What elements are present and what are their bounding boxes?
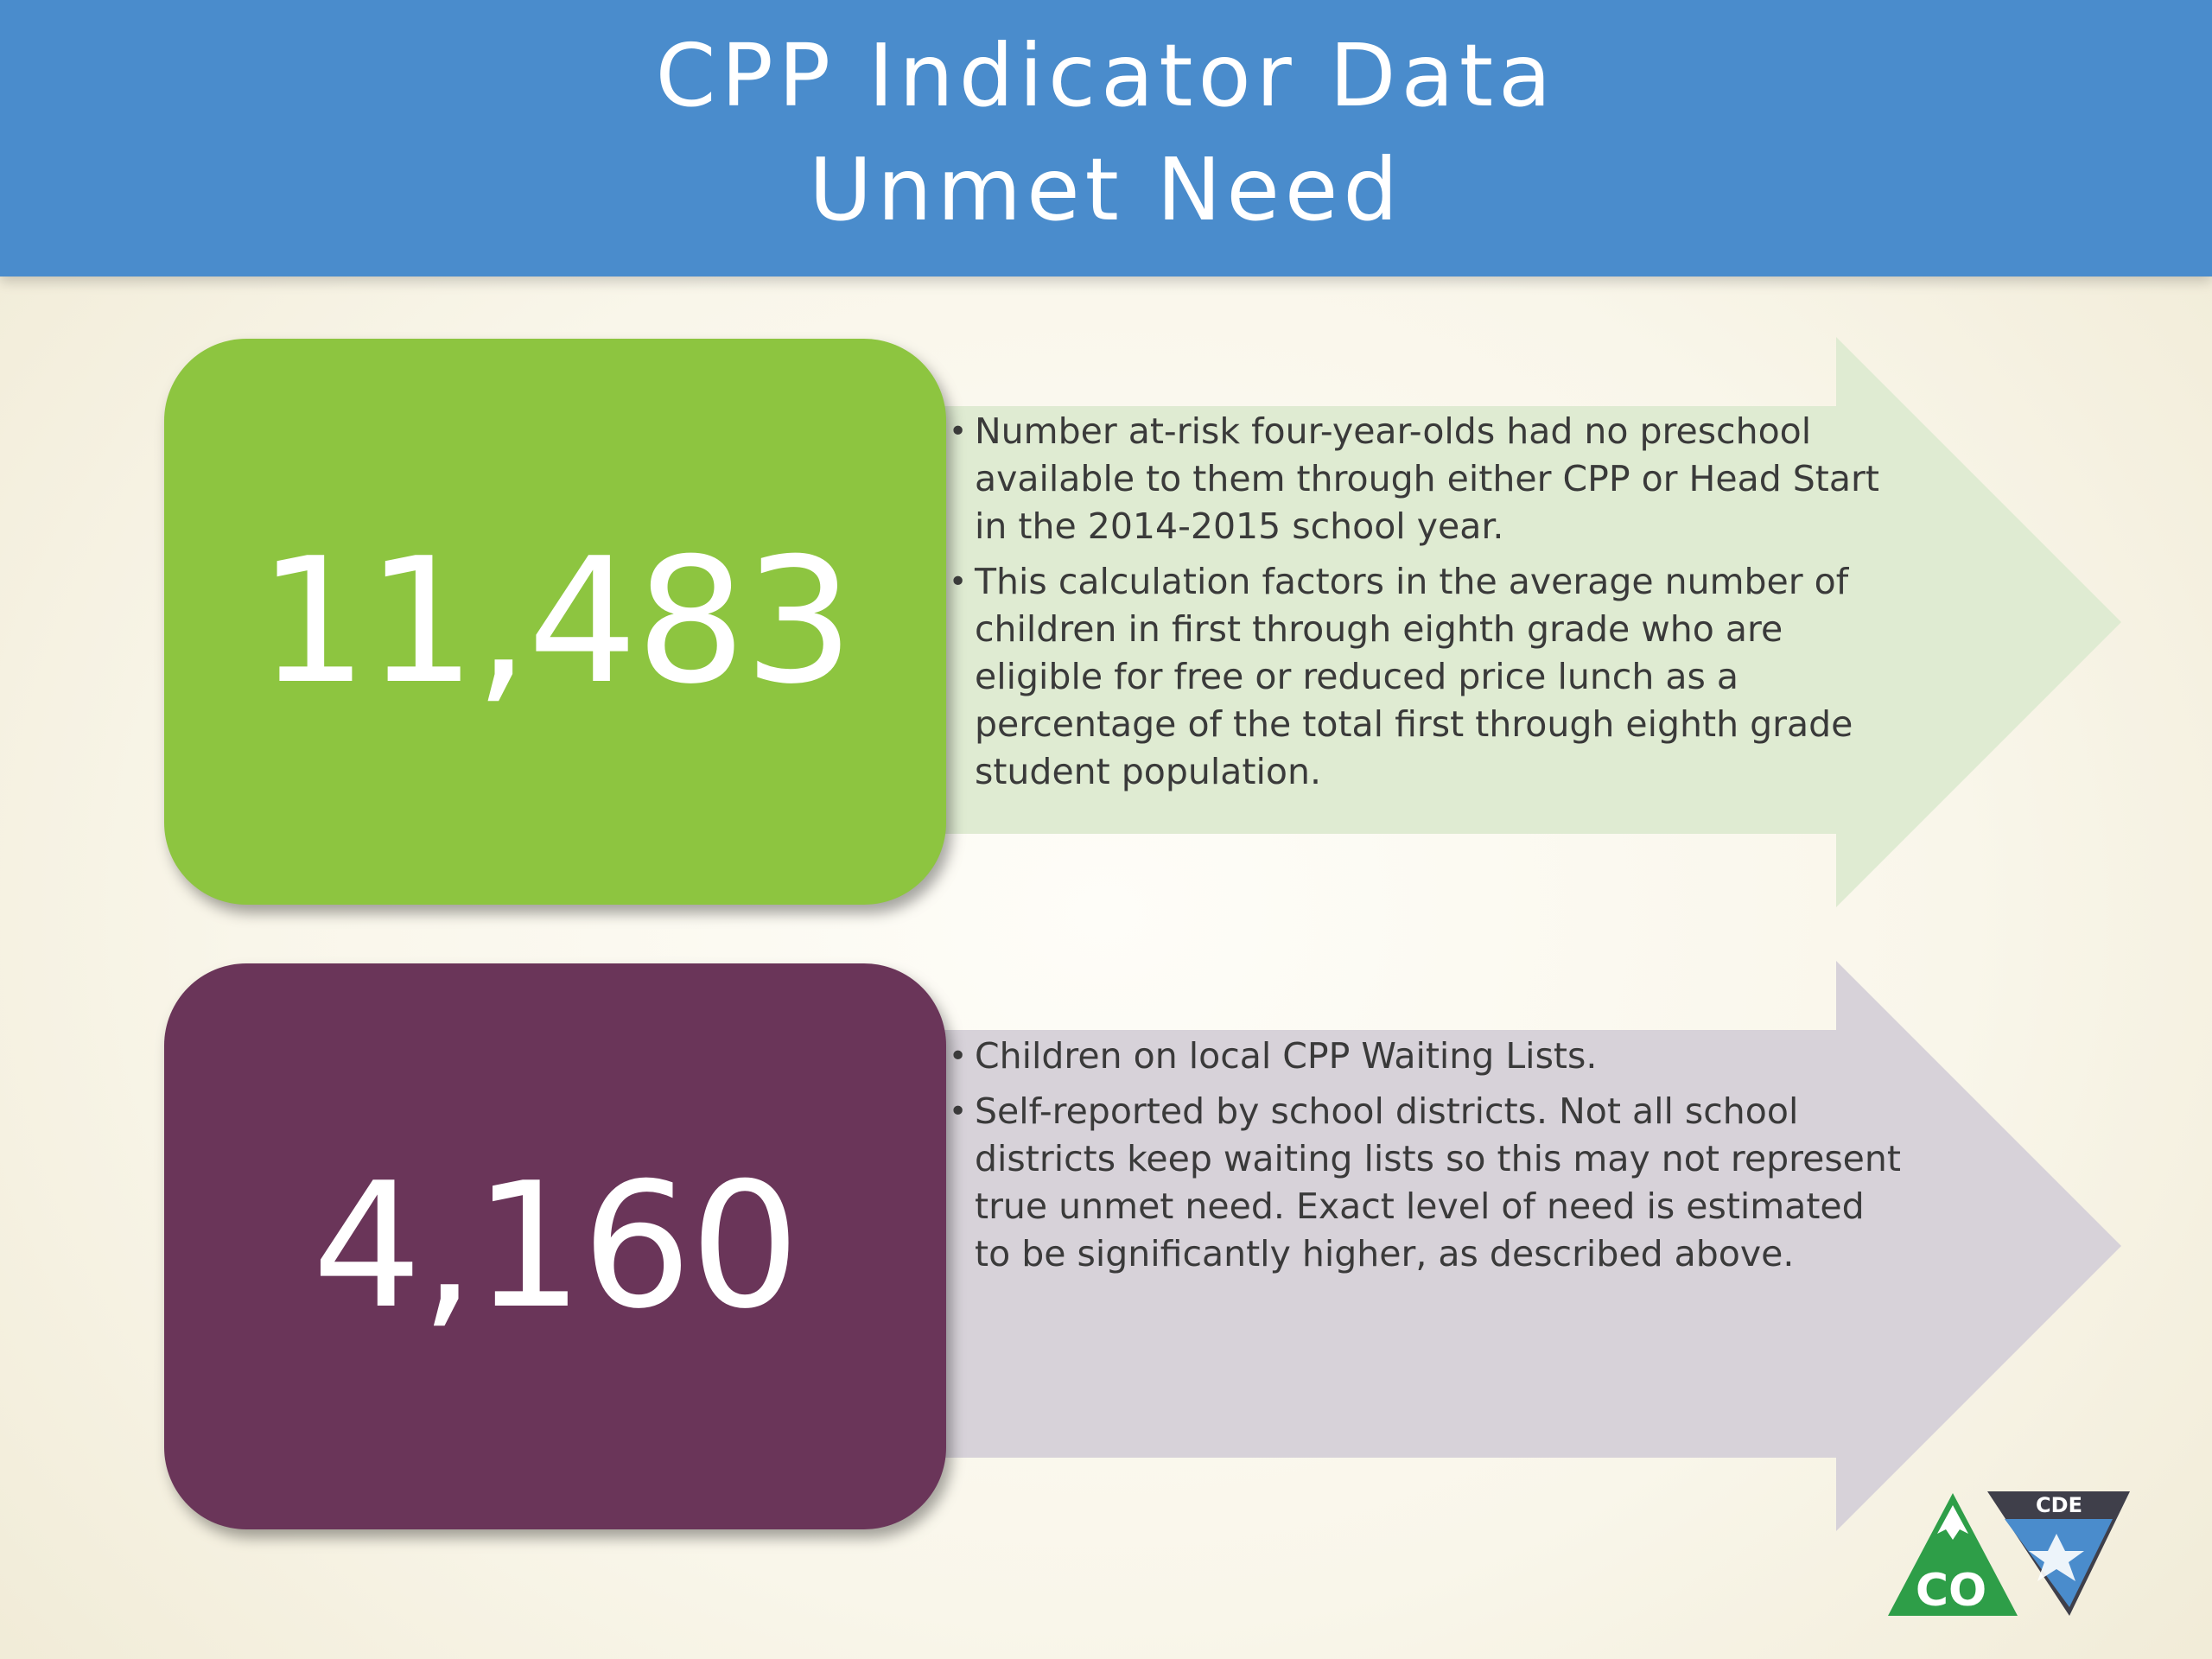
list-item: • Number at-risk four-year-olds had no p… xyxy=(946,408,1905,550)
bullet-icon: • xyxy=(949,564,968,600)
stat-value-waiting-list: 4,160 xyxy=(312,1145,800,1347)
bullet-icon: • xyxy=(949,1039,968,1074)
list-item: • Children on local CPP Waiting Lists. xyxy=(946,1033,1905,1080)
stat-box-at-risk: 11,483 xyxy=(164,339,946,905)
logos: CO CDE xyxy=(1888,1491,2130,1617)
svg-text:CDE: CDE xyxy=(2036,1493,2082,1517)
slide-header: CPP Indicator Data Unmet Need xyxy=(0,0,2212,276)
co-logo-icon: CO xyxy=(1888,1493,2018,1617)
slide-subtitle: Unmet Need xyxy=(809,139,1403,240)
cde-logo-icon: CDE xyxy=(1987,1491,2130,1616)
arrow-shape-at-risk xyxy=(938,337,2121,907)
bullet-list-at-risk: • Number at-risk four-year-olds had no p… xyxy=(946,408,1905,804)
stat-box-waiting-list: 4,160 xyxy=(164,963,946,1529)
list-item: • Self-reported by school districts. Not… xyxy=(946,1088,1905,1278)
slide-title: CPP Indicator Data xyxy=(655,25,1557,126)
arrow-shape-waiting-list xyxy=(938,961,2121,1531)
stat-value-at-risk: 11,483 xyxy=(257,520,855,722)
bullet-list-waiting-list: • Children on local CPP Waiting Lists. •… xyxy=(946,1033,1905,1286)
list-item: • This calculation factors in the averag… xyxy=(946,558,1905,796)
svg-text:CO: CO xyxy=(1916,1565,1986,1617)
bullet-icon: • xyxy=(949,1094,968,1129)
bullet-icon: • xyxy=(949,414,968,449)
